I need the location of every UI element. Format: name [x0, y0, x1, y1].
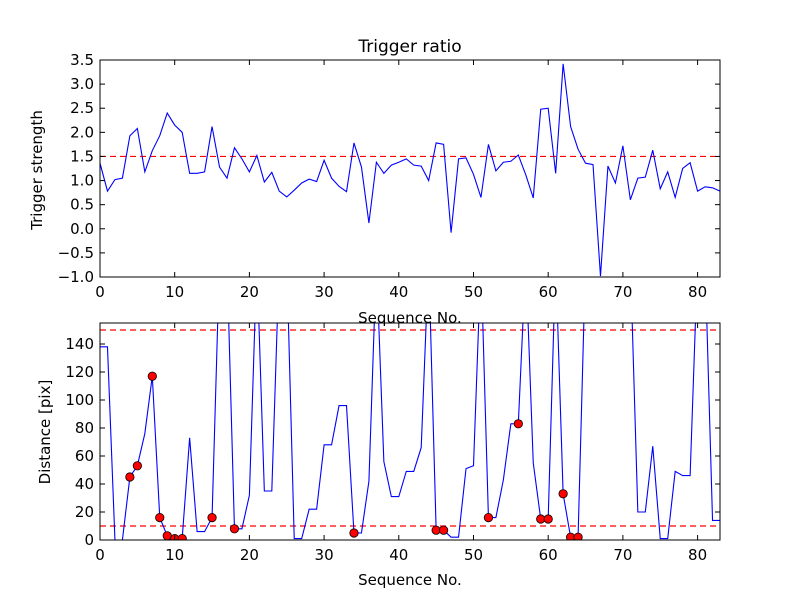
y-tick-label: 60 — [75, 447, 94, 465]
x-tick-label: 70 — [613, 283, 632, 301]
data-point-marker — [132, 461, 142, 471]
y-tick-label: 3.5 — [70, 51, 94, 69]
data-point-marker — [513, 419, 523, 429]
data-point-marker — [349, 528, 359, 538]
x-tick-label: 30 — [315, 283, 334, 301]
x-tick-label: 40 — [389, 283, 408, 301]
axes-frame — [99, 59, 721, 278]
y-tick-label: 40 — [75, 475, 94, 493]
y-tick-label: 3.0 — [70, 75, 94, 93]
data-point-marker — [177, 534, 187, 540]
plot-area — [100, 63, 720, 277]
x-tick-label: 30 — [315, 546, 334, 564]
chart-distance: 0 10 20 30 40 50 60 70 80 0 20 40 60 80 100 120 140 Sequ… — [36, 322, 721, 589]
y-tick-label: −1.0 — [58, 268, 94, 286]
axes-frame — [99, 322, 721, 541]
series-line — [100, 63, 720, 277]
y-tick-label: 0.5 — [70, 196, 94, 214]
x-tick-label: 80 — [688, 283, 707, 301]
data-point-marker — [147, 371, 157, 381]
data-point-marker — [229, 524, 240, 534]
y-axis-label: Trigger strength — [28, 110, 46, 231]
x-axis-label: Sequence No. — [358, 571, 462, 589]
x-tick-label: 60 — [539, 283, 558, 301]
x-tick-label: 70 — [613, 546, 632, 564]
x-tick-label: 10 — [165, 283, 184, 301]
data-point-marker — [207, 512, 217, 523]
plot-area — [100, 323, 720, 540]
y-tick-label: 2.0 — [70, 123, 94, 141]
y-tick-label: 80 — [75, 419, 94, 437]
y-tick-label: 1.5 — [70, 147, 94, 165]
data-point-marker — [558, 489, 568, 499]
data-point-marker — [573, 532, 583, 540]
x-tick-label: 80 — [688, 546, 707, 564]
x-tick-label: 20 — [240, 283, 259, 301]
series-line — [100, 323, 720, 540]
axis-ticks: 0 10 20 30 40 50 60 70 80 −1.0 −0.5 0.0 0.5 1.0 1.5 2.0… — [58, 51, 720, 301]
data-point-marker — [125, 472, 135, 482]
y-tick-label: 20 — [75, 503, 94, 521]
axis-ticks: 0 10 20 30 40 50 60 70 80 0 20 40 60 80 100 120 140 — [65, 323, 720, 564]
y-tick-label: 100 — [65, 391, 94, 409]
y-tick-label: 0.0 — [70, 220, 94, 238]
x-tick-label: 0 — [95, 283, 105, 301]
x-tick-label: 60 — [539, 546, 558, 564]
y-axis-label: Distance [pix] — [36, 380, 54, 485]
x-tick-label: 0 — [95, 546, 105, 564]
chart-title: Trigger ratio — [357, 37, 461, 57]
x-tick-label: 50 — [464, 546, 483, 564]
x-tick-label: 20 — [240, 546, 259, 564]
y-tick-label: 2.5 — [70, 99, 94, 117]
y-tick-label: 0 — [84, 531, 94, 549]
y-tick-label: −0.5 — [58, 244, 94, 262]
data-point-marker — [439, 525, 449, 535]
y-tick-label: 120 — [65, 363, 94, 381]
chart-trigger-ratio: Trigger ratio 0 10 20 30 40 50 60 70 80−1.0−0.50… — [28, 37, 721, 327]
x-tick-label: 50 — [464, 283, 483, 301]
x-tick-label: 10 — [165, 546, 184, 564]
data-point-marker — [543, 514, 553, 524]
data-point-marker — [155, 512, 165, 523]
y-tick-label: 1.0 — [70, 172, 94, 190]
data-point-marker — [483, 512, 494, 523]
x-tick-label: 40 — [389, 546, 408, 564]
y-tick-label: 140 — [65, 335, 94, 353]
